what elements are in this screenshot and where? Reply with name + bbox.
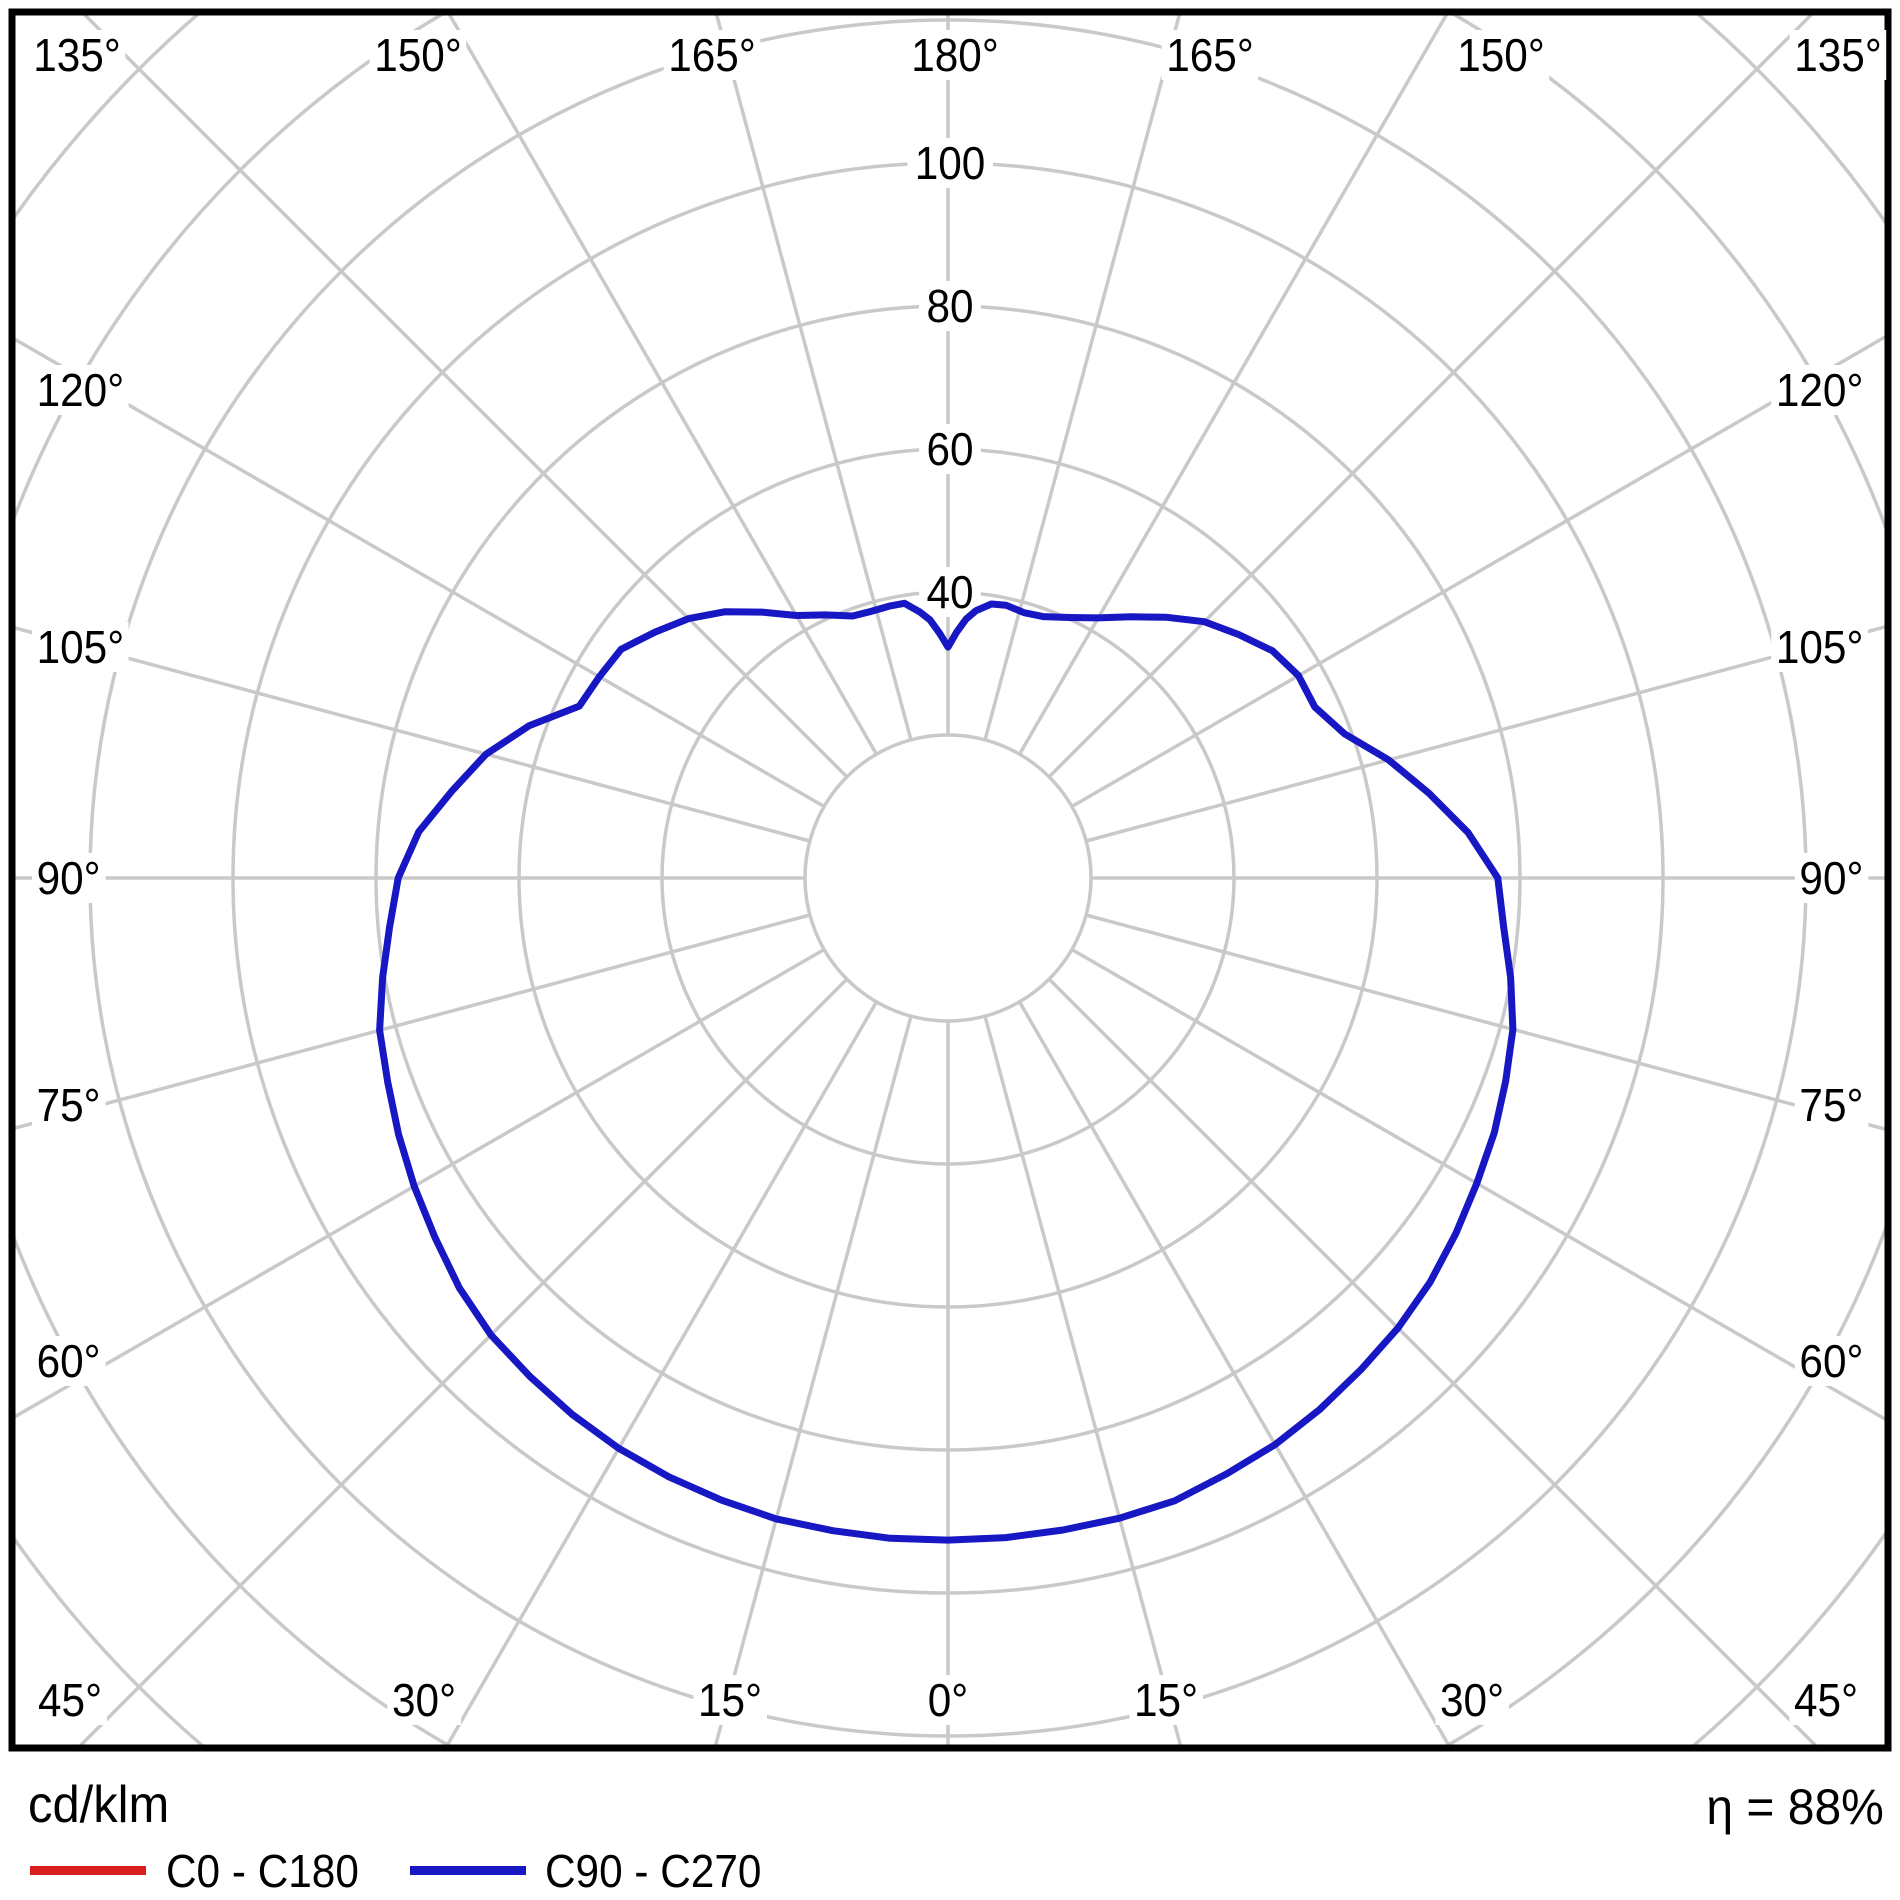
radial-tick-40: 40: [919, 567, 981, 617]
angle-label-right: 90°: [1794, 853, 1868, 903]
angle-label-left: 90°: [32, 853, 106, 903]
angle-label-bottom: 0°: [923, 1675, 973, 1725]
angle-label-right: 60°: [1794, 1336, 1868, 1386]
angle-label-bottom: 45°: [33, 1675, 107, 1725]
angle-label-top: 150°: [369, 30, 467, 80]
radial-tick-60: 60: [919, 424, 981, 474]
angle-label-top: 150°: [1452, 30, 1550, 80]
angle-label-top: 180°: [906, 30, 1004, 80]
legend-swatch-c90-c270: [410, 1866, 526, 1875]
angle-label-bottom: 30°: [1435, 1675, 1509, 1725]
angle-label-right: 75°: [1794, 1080, 1868, 1130]
radial-tick-100: 100: [907, 138, 993, 188]
angle-label-left: 120°: [32, 365, 129, 415]
angle-label-top: 135°: [1789, 30, 1887, 80]
angle-label-top: 165°: [1161, 30, 1259, 80]
angle-label-top: 135°: [28, 30, 126, 80]
efficiency-label: η = 88%: [1706, 1779, 1884, 1835]
legend-label-c90-c270: C90 - C270: [545, 1845, 762, 1897]
radial-tick-80: 80: [919, 281, 981, 331]
unit-label: cd/klm: [28, 1776, 170, 1834]
angle-label-bottom: 15°: [693, 1675, 767, 1725]
angle-label-top: 165°: [663, 30, 761, 80]
angle-label-left: 60°: [32, 1336, 106, 1386]
angle-label-right: 105°: [1771, 622, 1868, 672]
angle-label-right: 120°: [1771, 365, 1868, 415]
angle-label-bottom: 30°: [387, 1675, 461, 1725]
legend-label-c0-c180: C0 - C180: [166, 1845, 359, 1897]
angle-label-left: 105°: [32, 622, 129, 672]
angle-label-left: 75°: [32, 1080, 106, 1130]
angle-label-bottom: 45°: [1789, 1675, 1863, 1725]
angle-label-bottom: 15°: [1129, 1675, 1203, 1725]
legend-swatch-c0-c180: [30, 1866, 146, 1875]
